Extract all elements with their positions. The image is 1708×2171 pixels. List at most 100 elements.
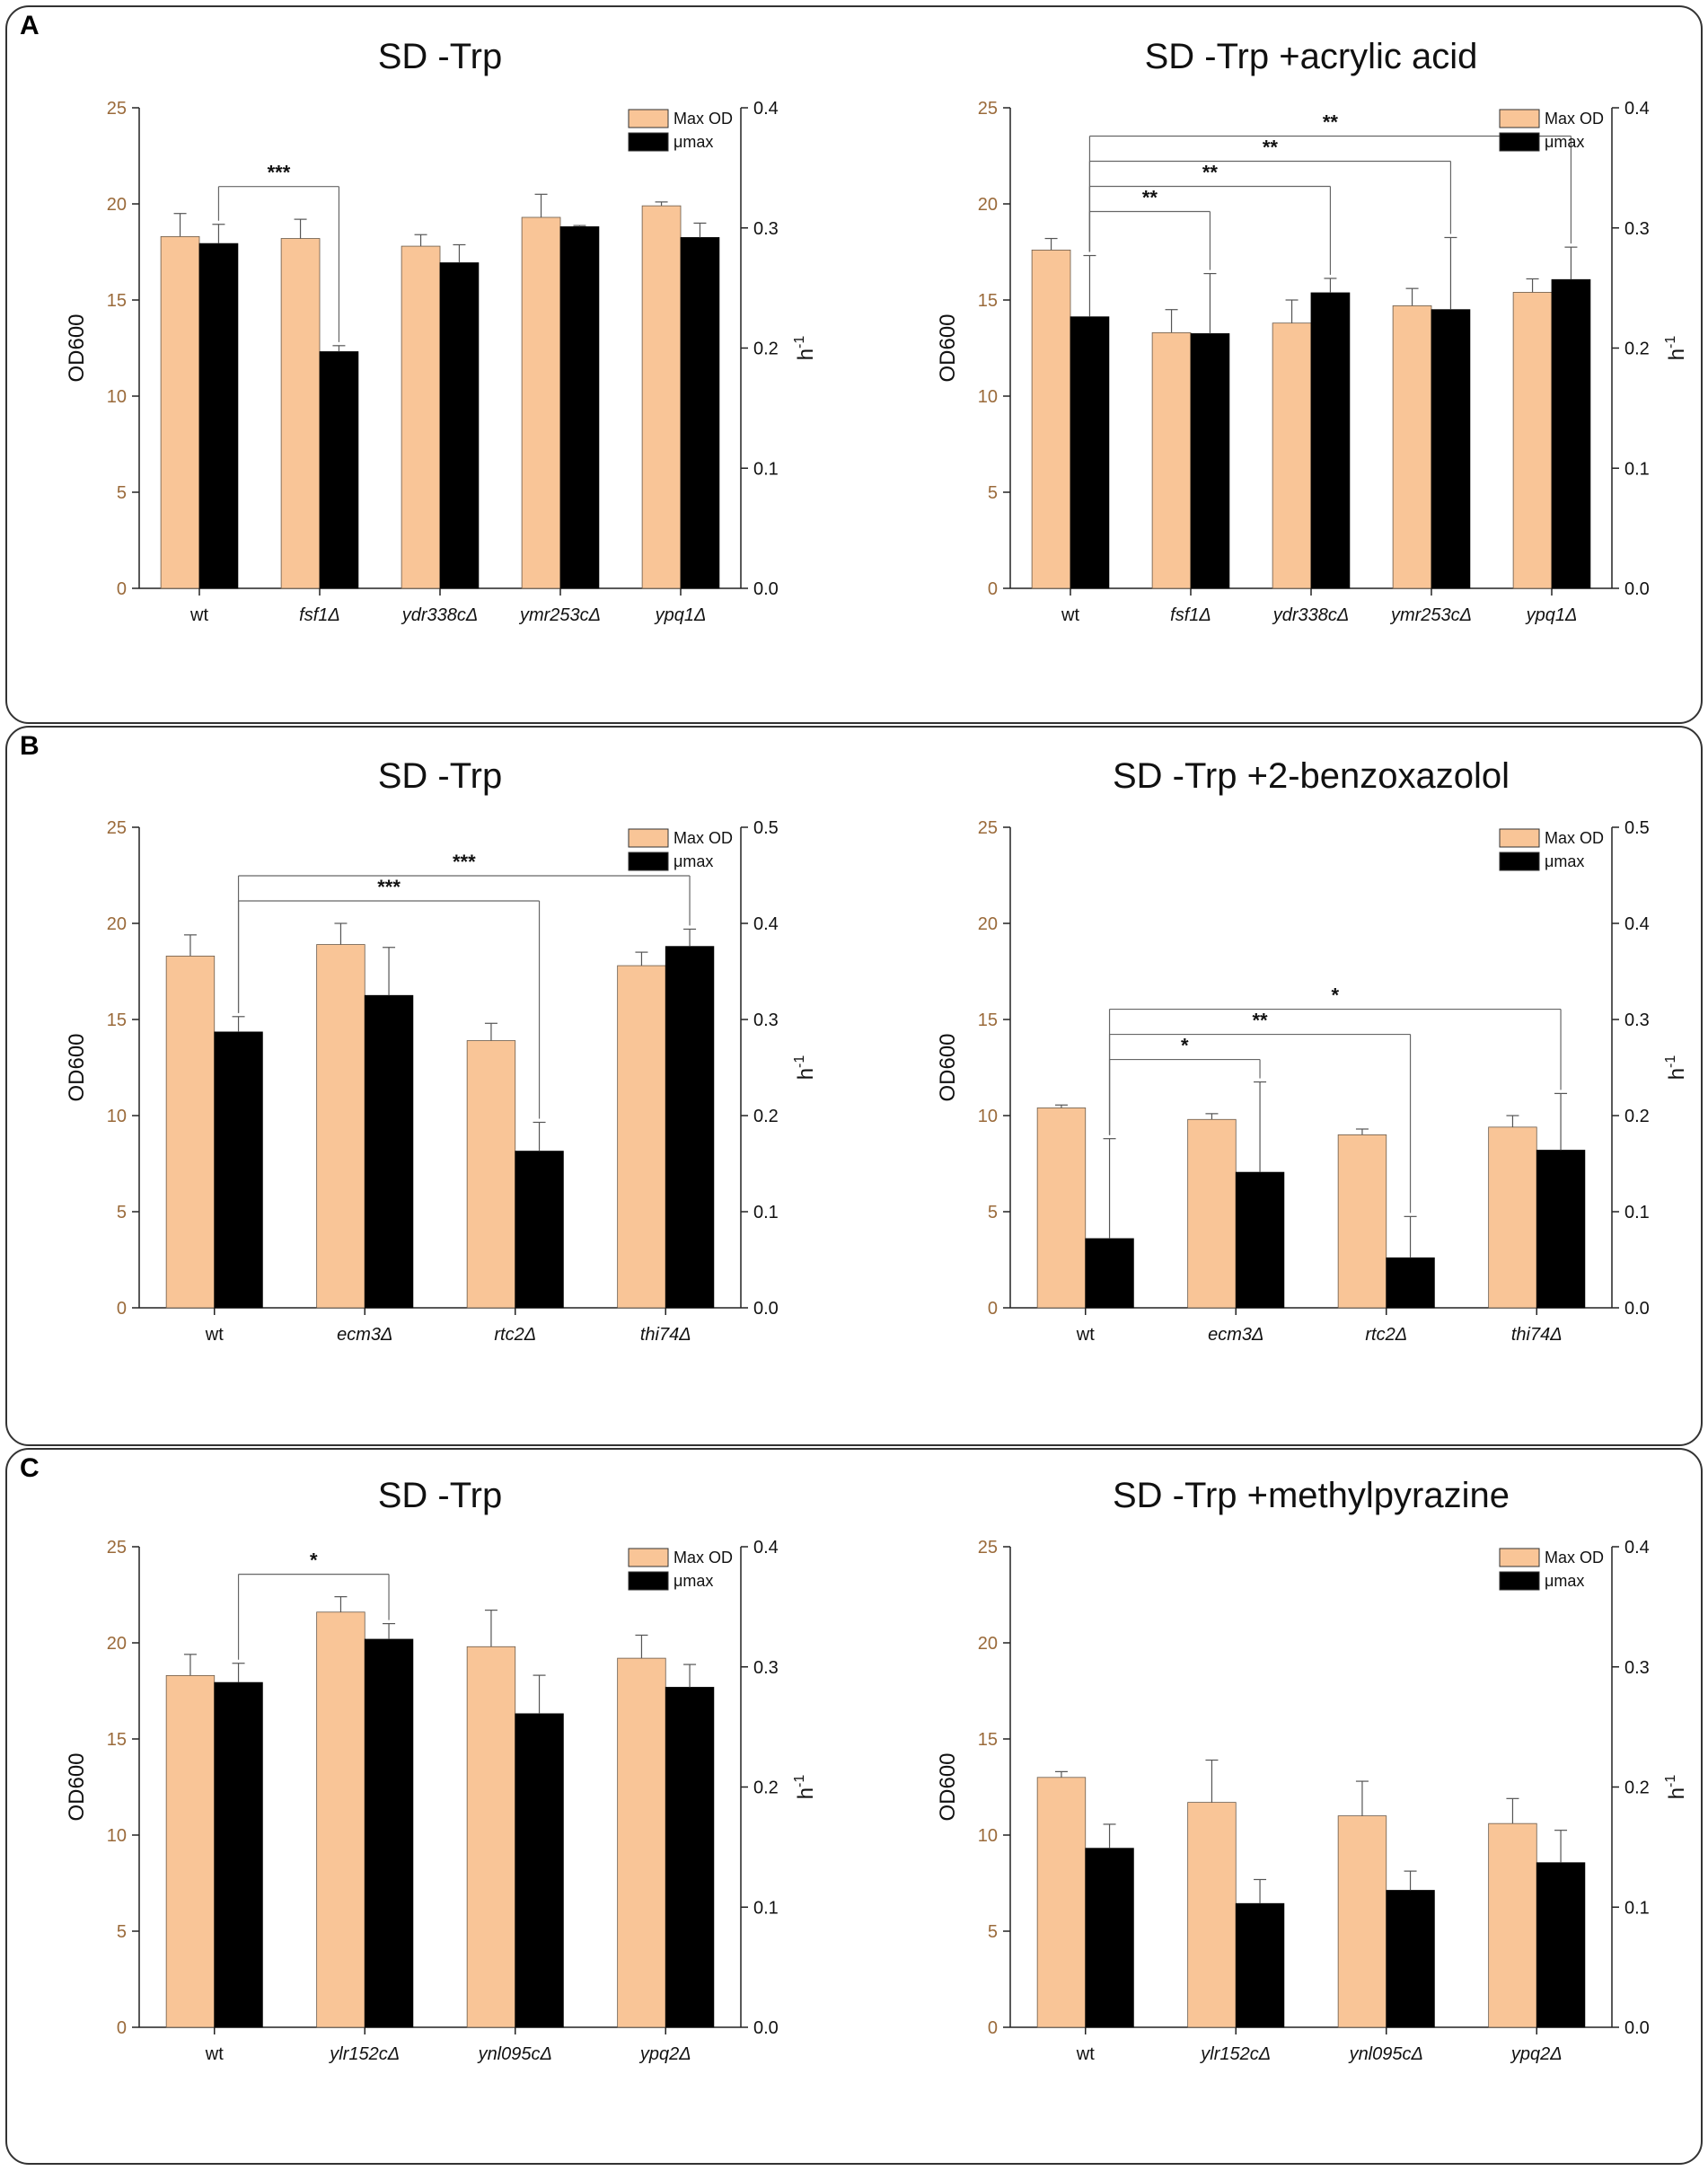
legend-swatch-mu-max bbox=[1499, 852, 1540, 871]
significance-label: *** bbox=[453, 851, 476, 873]
bar-max-od bbox=[316, 1611, 365, 2028]
bar-mu-max bbox=[198, 243, 239, 589]
legend-swatch-max-od bbox=[628, 828, 669, 848]
y2-tick-label: 0.4 bbox=[753, 914, 779, 934]
y2-tick-label: 0.3 bbox=[753, 1010, 779, 1030]
bar-mu-max bbox=[559, 226, 600, 589]
y-tick-label: 0 bbox=[988, 579, 998, 599]
y-tick-label: 5 bbox=[117, 1922, 127, 1942]
y2-tick-label: 0.0 bbox=[1624, 579, 1650, 599]
significance-label: *** bbox=[377, 876, 401, 898]
y2-tick-label: 0.4 bbox=[1624, 1538, 1650, 1558]
legend-label: μmax bbox=[674, 852, 713, 870]
y2-tick-label: 0.1 bbox=[753, 459, 779, 479]
y-tick-label: 20 bbox=[107, 195, 127, 215]
y2-tick-label: 0.3 bbox=[753, 219, 779, 239]
y2-tick-label: 0.1 bbox=[1624, 1898, 1650, 1918]
y-tick-label: 20 bbox=[107, 914, 127, 934]
chart-title: SD -Trp +2-benzoxazolol bbox=[1113, 756, 1510, 796]
bar-mu-max bbox=[1431, 309, 1471, 589]
bar-max-od bbox=[1187, 1118, 1237, 1309]
legend-label: Max OD bbox=[1545, 829, 1604, 847]
x-tick-label: rtc2Δ bbox=[1365, 1325, 1407, 1345]
y2-axis-label: h-1 bbox=[792, 336, 818, 361]
bar-max-od bbox=[280, 238, 321, 589]
bar-mu-max bbox=[1551, 278, 1591, 589]
x-tick-label: ydr338cΔ bbox=[401, 605, 479, 625]
chart-a-acrylic-acid: SD -Trp +acrylic acid 0 5 10 15 20 25 OD600 0.0 0… bbox=[936, 37, 1689, 625]
x-tick-label: ypq1Δ bbox=[1525, 605, 1578, 625]
x-tick-label: ecm3Δ bbox=[337, 1325, 392, 1345]
y-axis-label: OD600 bbox=[65, 1752, 89, 1821]
significance-label: ** bbox=[1323, 111, 1339, 134]
y-tick-label: 10 bbox=[978, 1107, 998, 1126]
legend-label: μmax bbox=[674, 133, 713, 151]
chart-title: SD -Trp bbox=[378, 756, 503, 796]
bar-mu-max bbox=[1536, 1150, 1586, 1309]
legend-label: Max OD bbox=[674, 1549, 733, 1566]
significance-label: *** bbox=[268, 162, 291, 184]
legend-label: Max OD bbox=[1545, 110, 1604, 128]
y-tick-label: 15 bbox=[107, 291, 127, 311]
panel-label: A bbox=[20, 11, 40, 40]
x-tick-label: fsf1Δ bbox=[1170, 605, 1211, 625]
x-tick-label: wt bbox=[205, 1325, 224, 1345]
bar-max-od bbox=[1512, 292, 1553, 589]
legend-swatch-mu-max bbox=[628, 132, 669, 152]
legend-swatch-max-od bbox=[628, 109, 669, 128]
bar-max-od bbox=[165, 1674, 216, 2028]
bar-max-od bbox=[617, 965, 666, 1309]
y2-tick-label: 0.2 bbox=[753, 340, 779, 359]
bar-mu-max bbox=[665, 1687, 715, 2028]
y2-tick-label: 0.3 bbox=[753, 1658, 779, 1678]
chart-c-methylpyrazine: SD -Trp +methylpyrazine 0 5 10 15 20 25 OD600 0.… bbox=[936, 1476, 1689, 2064]
bar-max-od bbox=[316, 944, 365, 1309]
y-tick-label: 5 bbox=[988, 1203, 998, 1222]
legend-swatch-max-od bbox=[1499, 109, 1540, 128]
bar-max-od bbox=[617, 1657, 666, 2028]
y2-tick-label: 0.3 bbox=[1624, 1010, 1650, 1030]
y2-axis-label: h-1 bbox=[1663, 336, 1689, 361]
y2-tick-label: 0.4 bbox=[1624, 914, 1650, 934]
bar-max-od bbox=[1488, 1126, 1537, 1309]
x-tick-label: ylr152cΔ bbox=[1199, 2044, 1271, 2064]
significance-label: * bbox=[1332, 984, 1340, 1007]
bar-max-od bbox=[1337, 1134, 1387, 1309]
y-tick-label: 0 bbox=[988, 1299, 998, 1319]
y-tick-label: 5 bbox=[988, 1922, 998, 1942]
bar-max-od bbox=[1392, 305, 1432, 589]
y2-axis-label: h-1 bbox=[792, 1775, 818, 1800]
bar-mu-max bbox=[214, 1681, 263, 2028]
chart-b-sd-trp: SD -Trp 0 5 10 15 20 25 OD600 0.0 0.1 0.2 0.3 0.4 0.5… bbox=[65, 756, 818, 1345]
y-axis-label: OD600 bbox=[936, 1752, 960, 1821]
bar-mu-max bbox=[515, 1713, 564, 2028]
bar-mu-max bbox=[1085, 1238, 1134, 1309]
y2-tick-label: 0.0 bbox=[753, 1299, 779, 1319]
significance-label: ** bbox=[1142, 187, 1158, 209]
y2-tick-label: 0.2 bbox=[753, 1778, 779, 1798]
x-tick-label: ymr253cΔ bbox=[1389, 605, 1472, 625]
significance-label: ** bbox=[1263, 137, 1279, 159]
significance-label: ** bbox=[1252, 1010, 1268, 1032]
bar-max-od bbox=[641, 205, 682, 589]
bar-max-od bbox=[521, 216, 561, 589]
bar-mu-max bbox=[665, 946, 715, 1309]
x-tick-label: ypq2Δ bbox=[638, 2044, 691, 2064]
y2-tick-label: 0.1 bbox=[753, 1898, 779, 1918]
y-tick-label: 0 bbox=[117, 1299, 127, 1319]
chart-title: SD -Trp +methylpyrazine bbox=[1113, 1476, 1510, 1515]
chart-title: SD -Trp bbox=[378, 1476, 503, 1515]
bar-mu-max bbox=[319, 351, 359, 589]
panel-b: B bbox=[5, 726, 1703, 1446]
x-tick-label: ynl095cΔ bbox=[1348, 2044, 1423, 2064]
y-tick-label: 20 bbox=[978, 195, 998, 215]
panel-label: C bbox=[20, 1453, 40, 1483]
bar-max-od bbox=[1187, 1802, 1237, 2028]
y2-tick-label: 0.0 bbox=[753, 579, 779, 599]
x-tick-label: wt bbox=[1076, 1325, 1095, 1345]
y2-tick-label: 0.3 bbox=[1624, 219, 1650, 239]
bar-max-od bbox=[1036, 1777, 1087, 2028]
y2-tick-label: 0.2 bbox=[1624, 1107, 1650, 1126]
y2-tick-label: 0.2 bbox=[1624, 340, 1650, 359]
x-tick-label: wt bbox=[189, 605, 208, 625]
